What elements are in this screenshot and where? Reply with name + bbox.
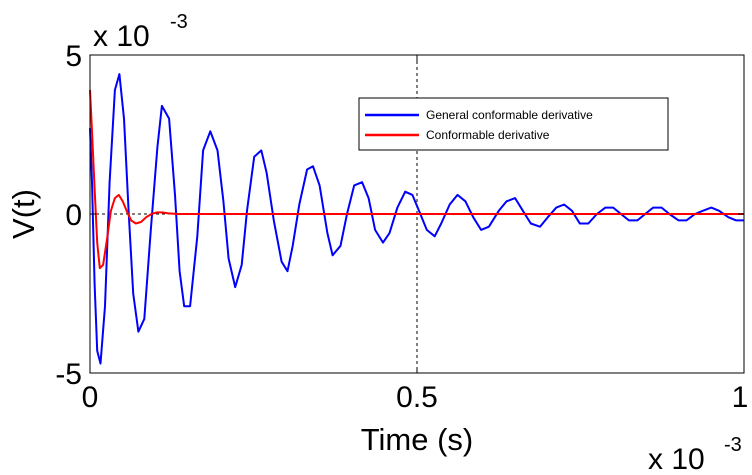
x-tick-label: 1: [732, 381, 749, 414]
series-line-0: [89, 73, 744, 365]
x-axis-label: Time (s): [361, 422, 474, 457]
y-tick-label: 5: [65, 40, 82, 73]
legend: General conformable derivative Conformab…: [358, 97, 669, 151]
legend-label-general: General conformable derivative: [426, 108, 593, 122]
legend-label-conformable: Conformable derivative: [426, 128, 550, 142]
legend-box: [358, 97, 669, 151]
y-tick-label: 0: [65, 199, 82, 232]
tick-layer: 0 0.5 1-505: [55, 40, 748, 414]
series-layer: [89, 73, 744, 365]
x-tick-label: 0: [82, 381, 99, 414]
y-multiplier-label: x 10: [93, 20, 150, 53]
y-tick-label: -5: [55, 358, 82, 391]
y-axis-label: V(t): [6, 189, 41, 239]
x-multiplier-exponent: -3: [724, 434, 742, 456]
x-multiplier-label: x 10: [648, 443, 705, 475]
series-line-1: [89, 89, 744, 270]
x-tick-label: 0.5: [396, 381, 438, 414]
y-multiplier-exponent: -3: [170, 11, 188, 33]
